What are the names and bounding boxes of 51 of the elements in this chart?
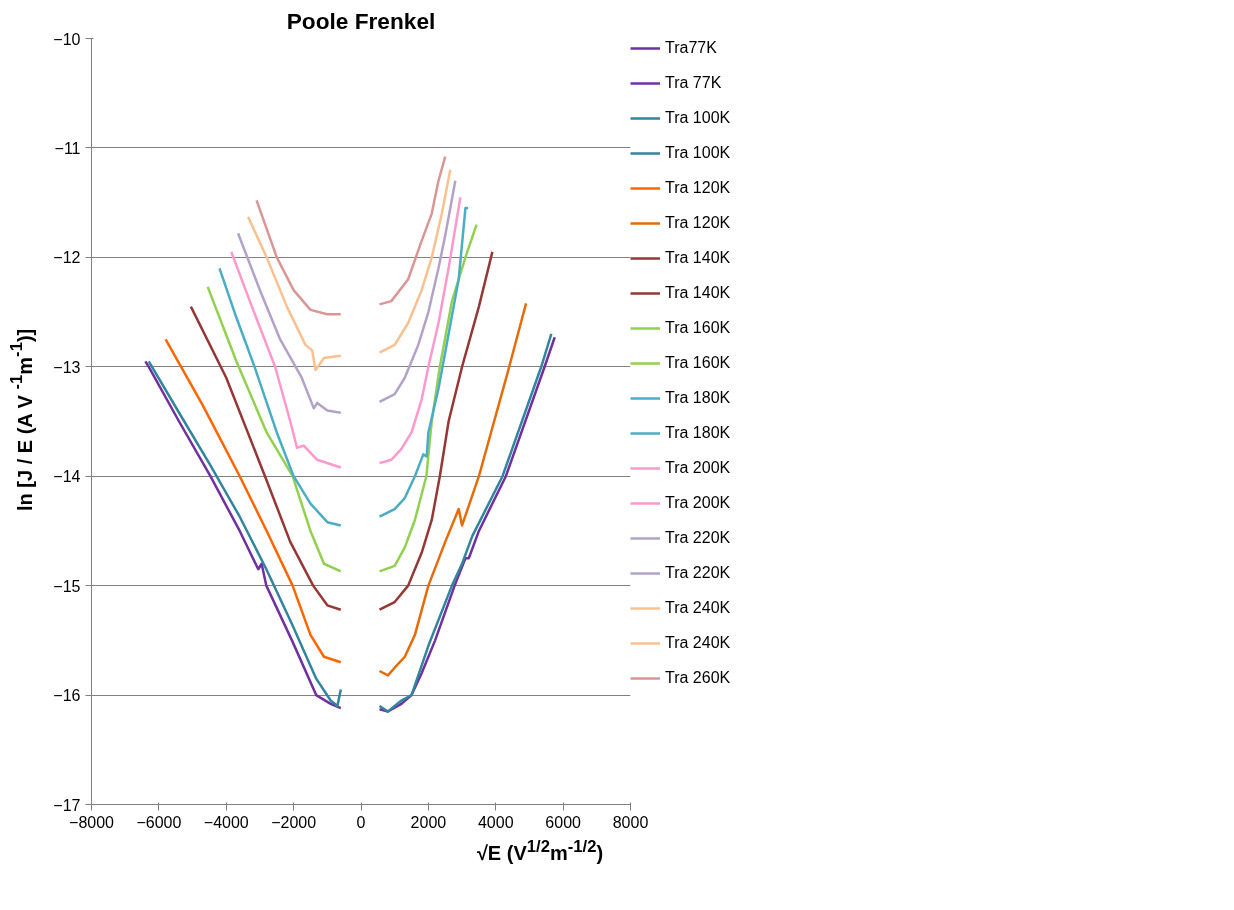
line-series xyxy=(230,250,343,469)
legend-label: Tra 160K xyxy=(665,354,731,372)
x-tick-label: −2000 xyxy=(271,813,317,831)
line-series xyxy=(378,179,457,404)
y-tick-label: −12 xyxy=(53,249,81,267)
y-tick-label: −16 xyxy=(53,687,81,705)
y-tick-label: −13 xyxy=(53,358,81,376)
legend-label: Tra 220K xyxy=(665,564,731,582)
line-series xyxy=(378,168,452,354)
y-tick-label: −14 xyxy=(53,468,81,486)
x-tick-label: 4000 xyxy=(477,813,514,831)
legend-label: Tra 120K xyxy=(665,214,731,232)
legend-label: Tra77K xyxy=(665,39,717,57)
line-series xyxy=(236,232,343,414)
legend-label: Tra 240K xyxy=(665,599,731,617)
x-tick-label: 8000 xyxy=(612,813,649,831)
legend-label: Tra 220K xyxy=(665,529,731,547)
x-tick-label: 2000 xyxy=(410,813,447,831)
legend-label: Tra 140K xyxy=(665,284,731,302)
line-series xyxy=(206,285,343,573)
legend-label: Tra 140K xyxy=(665,249,731,267)
legend-label: Tra 160K xyxy=(665,319,731,337)
legend-label: Tra 240K xyxy=(665,634,731,652)
y-tick-label: −17 xyxy=(53,796,81,814)
legend-label: Tra 100K xyxy=(665,109,731,127)
line-series xyxy=(218,267,343,527)
y-tick-label: −15 xyxy=(53,577,81,595)
line-series xyxy=(189,305,343,611)
line-series xyxy=(378,250,494,611)
legend-label: Tra 77K xyxy=(665,74,722,92)
y-tick-label: −10 xyxy=(53,30,81,48)
x-tick-label: −6000 xyxy=(136,813,182,831)
legend-label: Tra 200K xyxy=(665,494,731,512)
line-series xyxy=(378,195,462,465)
legend-label: Tra 260K xyxy=(665,669,731,687)
legend-label: Tra 180K xyxy=(665,389,731,407)
x-tick-label: 6000 xyxy=(545,813,582,831)
y-tick-label: −11 xyxy=(54,139,81,157)
line-series xyxy=(246,215,343,372)
x-axis-title: √E (V$^{1/2}$m$^{-1/2}$) xyxy=(476,836,604,866)
line-series xyxy=(378,206,470,518)
x-tick-label: −8000 xyxy=(69,813,115,831)
x-tick-label: 0 xyxy=(356,813,366,831)
legend-label: Tra 180K xyxy=(665,424,731,442)
legend-label: Tra 120K xyxy=(665,179,731,197)
legend-label: Tra 200K xyxy=(665,459,731,477)
legend-label: Tra 100K xyxy=(665,144,731,162)
x-tick-label: −4000 xyxy=(203,813,249,831)
line-series xyxy=(164,338,343,664)
line-series xyxy=(378,302,528,677)
chart-title: Poole Frenkel xyxy=(286,7,436,34)
